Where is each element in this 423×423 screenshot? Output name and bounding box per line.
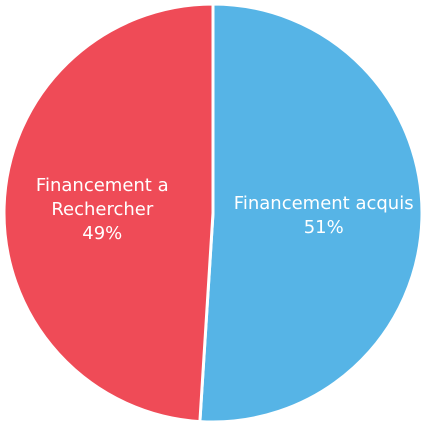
slice-label: Financement acquis 51% bbox=[234, 192, 414, 240]
pie-slice bbox=[2, 2, 215, 423]
slice-label: Financement a Rechercher 49% bbox=[12, 174, 192, 246]
slice-value: 49% bbox=[82, 222, 123, 244]
slice-name: Financement a Rechercher bbox=[35, 174, 169, 220]
pie-slice bbox=[198, 2, 423, 423]
slice-name: Financement acquis bbox=[233, 193, 414, 215]
slice-value: 51% bbox=[303, 217, 344, 239]
